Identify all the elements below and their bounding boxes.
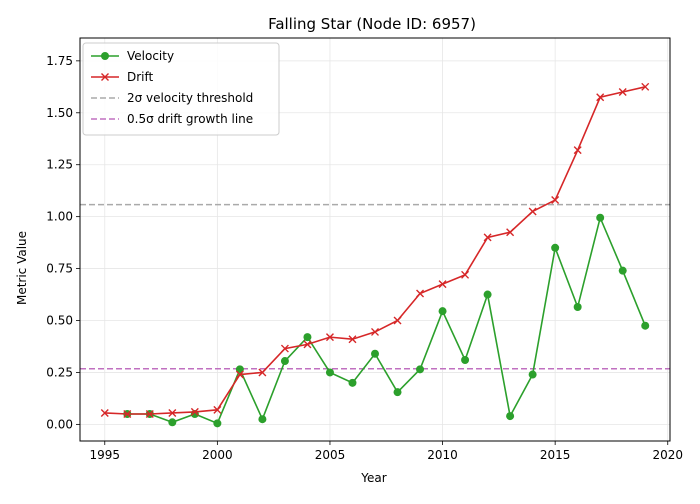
drift-data-point: [100, 408, 109, 417]
y-tick-label: 0.50: [46, 314, 73, 328]
velocity-data-point: [235, 365, 244, 374]
plot-frame: [79, 37, 671, 442]
velocity-data-point: [280, 357, 289, 366]
y-tick-label: 1.75: [46, 54, 73, 68]
velocity-series-line: [127, 215, 646, 425]
x-tick-label: 2000: [202, 448, 233, 462]
drift-data-point: [190, 407, 199, 416]
legend-label: 0.5σ drift growth line: [127, 112, 253, 126]
y-tick-label: 1.50: [46, 106, 73, 120]
velocity-data-point: [416, 365, 425, 374]
x-tick-label: 2010: [427, 448, 458, 462]
x-axis-ticks: 1995 2000 2005 2010 2015 2020: [89, 441, 683, 462]
drift-data-point: [280, 344, 289, 353]
drift-series-line: [104, 86, 646, 415]
drift-data-point: [145, 410, 154, 418]
x-tick-label: 2015: [540, 448, 571, 462]
velocity-data-point: [258, 415, 267, 424]
legend-label: Velocity: [127, 49, 174, 63]
drift-data-point: [168, 408, 177, 417]
grid: [80, 38, 670, 441]
drift-data-point: [371, 327, 379, 336]
drift-data-point: [551, 196, 560, 205]
x-tick-label: 2020: [652, 448, 683, 462]
y-tick-label: 1.25: [46, 158, 73, 172]
drift-data-point: [325, 333, 334, 342]
chart-title: Falling Star (Node ID: 6957): [268, 15, 476, 33]
y-tick-label: 0.75: [46, 262, 73, 276]
velocity-data-point: [213, 419, 222, 428]
legend: Velocity Drift 2σ velocity threshold 0.5σ d…: [82, 42, 280, 136]
drift-data-point: [123, 410, 132, 418]
y-axis-label: Metric Value: [15, 231, 29, 305]
legend-label: Drift: [127, 70, 154, 84]
drift-data-point: [618, 88, 627, 97]
legend-marker: [101, 52, 109, 60]
legend-marker: [101, 73, 109, 81]
reference-lines: [80, 203, 670, 370]
velocity-data-point: [303, 333, 312, 342]
velocity-data-point: [461, 355, 470, 364]
velocity-data-point: [483, 290, 492, 299]
drift-data-point: [235, 370, 244, 379]
drift-data-point: [416, 289, 425, 298]
drift-data-point: [483, 233, 492, 242]
y-tick-label: 1.00: [46, 210, 73, 224]
velocity-data-point: [325, 368, 334, 377]
velocity-data-point: [348, 378, 357, 387]
drift-data-point: [438, 280, 447, 289]
drift-data-point: [506, 228, 515, 237]
velocity-data-point: [618, 266, 627, 275]
velocity-data-point: [371, 349, 379, 358]
legend-label: 2σ velocity threshold: [127, 91, 253, 105]
drift-data-point: [641, 82, 650, 91]
series-layer: [100, 82, 650, 428]
x-axis-label: Year: [360, 471, 386, 485]
drift-data-point: [461, 270, 470, 279]
x-tick-label: 1995: [89, 448, 120, 462]
velocity-data-point: [168, 418, 177, 427]
velocity-data-point: [641, 321, 650, 330]
velocity-data-point: [393, 388, 402, 397]
y-axis-ticks: 0.00 0.25 0.50 0.75 1.00 1.25 1.50 1.75: [46, 54, 80, 431]
velocity-data-point: [528, 370, 537, 379]
drift-data-point: [213, 405, 222, 414]
drift-data-point: [596, 93, 605, 102]
velocity-data-point: [438, 307, 447, 316]
drift-data-point: [393, 316, 402, 325]
legend-box: [82, 42, 280, 136]
y-tick-label: 0.00: [46, 417, 73, 431]
drift-data-point: [573, 146, 582, 155]
x-tick-label: 2005: [315, 448, 346, 462]
drift-data-point: [528, 207, 537, 216]
velocity-data-point: [506, 412, 515, 421]
velocity-data-point: [551, 243, 560, 252]
velocity-data-point: [596, 213, 605, 222]
velocity-data-point: [573, 303, 582, 312]
y-tick-label: 0.25: [46, 365, 73, 379]
drift-data-point: [348, 335, 357, 344]
drift-data-point: [303, 340, 312, 349]
drift-data-point: [258, 368, 267, 377]
